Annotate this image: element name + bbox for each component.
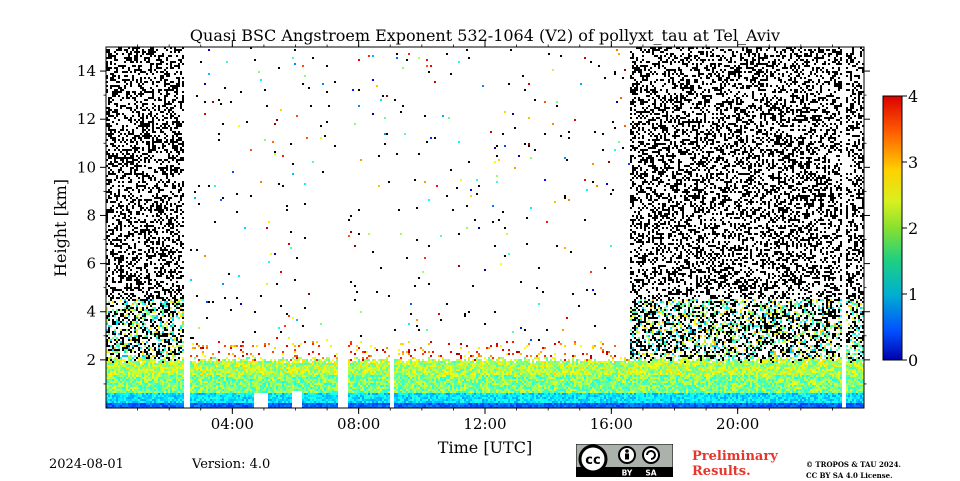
- x-tick-label: 16:00: [590, 415, 633, 433]
- x-tick-label: 20:00: [716, 415, 759, 433]
- x-tick-label: 12:00: [463, 415, 506, 433]
- x-tick-label: 04:00: [211, 415, 254, 433]
- y-tick-label: 4: [86, 303, 96, 321]
- y-tick-label: 14: [77, 62, 96, 80]
- y-tick-label: 12: [77, 110, 96, 128]
- colorbar-tick-label: 1: [908, 285, 918, 304]
- heatmap-area: [106, 47, 864, 409]
- y-axis: 2 4 6 8 10 12 14: [77, 62, 870, 384]
- copyright-notice: © TROPOS & TAU 2024. CC BY SA 4.0 Licens…: [806, 459, 901, 481]
- colorbar-tick-label: 3: [908, 153, 918, 172]
- y-tick-label: 8: [86, 206, 96, 224]
- y-axis-label: Height [km]: [51, 179, 70, 277]
- colorbar-tick-label: 4: [908, 87, 918, 106]
- y-tick-label: 10: [77, 158, 96, 176]
- y-tick-label: 2: [86, 351, 96, 369]
- date-label: 2024-08-01: [49, 457, 124, 472]
- colorbar-ticks: 0 1 2 3 4: [902, 87, 918, 370]
- colorbar-tick-label: 0: [908, 351, 918, 370]
- x-axis-label: Time [UTC]: [438, 438, 532, 457]
- y-tick-label: 6: [86, 255, 96, 273]
- colorbar: [883, 96, 902, 360]
- cc-license-badge[interactable]: cc BY SA: [576, 444, 673, 477]
- preliminary-notice: Preliminary Results.: [692, 449, 778, 479]
- sa-icon: [643, 447, 659, 463]
- version-label: Version: 4.0: [192, 457, 270, 472]
- colorbar-tick-label: 2: [908, 219, 918, 238]
- x-tick-label: 08:00: [337, 415, 380, 433]
